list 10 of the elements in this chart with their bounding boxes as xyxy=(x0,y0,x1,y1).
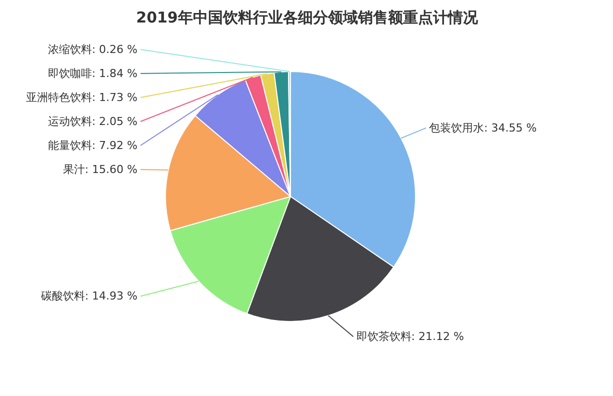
slice-label: 即饮咖啡: 1.84 % xyxy=(48,67,138,80)
slice-label: 包装饮用水: 34.55 % xyxy=(429,121,537,134)
slice-label: 浓缩饮料: 0.26 % xyxy=(48,43,138,56)
slice-label: 能量饮料: 7.92 % xyxy=(48,139,138,152)
slice-label: 亚洲特色饮料: 1.73 % xyxy=(26,91,138,104)
slice-label: 碳酸饮料: 14.93 % xyxy=(40,290,138,303)
slice-label: 即饮茶饮料: 21.12 % xyxy=(356,330,464,344)
slice-label: 运动饮料: 2.05 % xyxy=(48,115,138,128)
slice-label: 果汁: 15.60 % xyxy=(62,163,138,176)
chart-title: 2019年中国饮料行业各细分领域销售额重点计情况 xyxy=(136,8,479,26)
